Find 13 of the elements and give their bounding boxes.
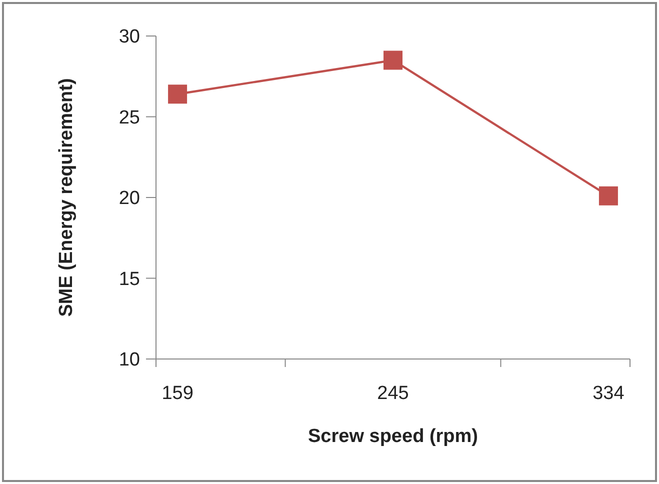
x-tick-label: 334 (592, 383, 625, 404)
y-tick-label: 15 (118, 268, 140, 290)
y-axis-title: SME (Energy requirement) (56, 78, 77, 317)
point (384, 50, 402, 70)
point (598, 186, 618, 206)
y-tick-label: 30 (118, 26, 140, 48)
point (168, 84, 188, 104)
x-tick-label: 159 (162, 383, 194, 404)
y-tick-label: 10 (118, 350, 140, 371)
x-tick-label: 245 (377, 383, 409, 404)
x-axis-title: Screw speed (rpm) (308, 426, 478, 447)
y-tick-label: 20 (118, 188, 140, 210)
y-tick-label: 25 (118, 107, 140, 128)
